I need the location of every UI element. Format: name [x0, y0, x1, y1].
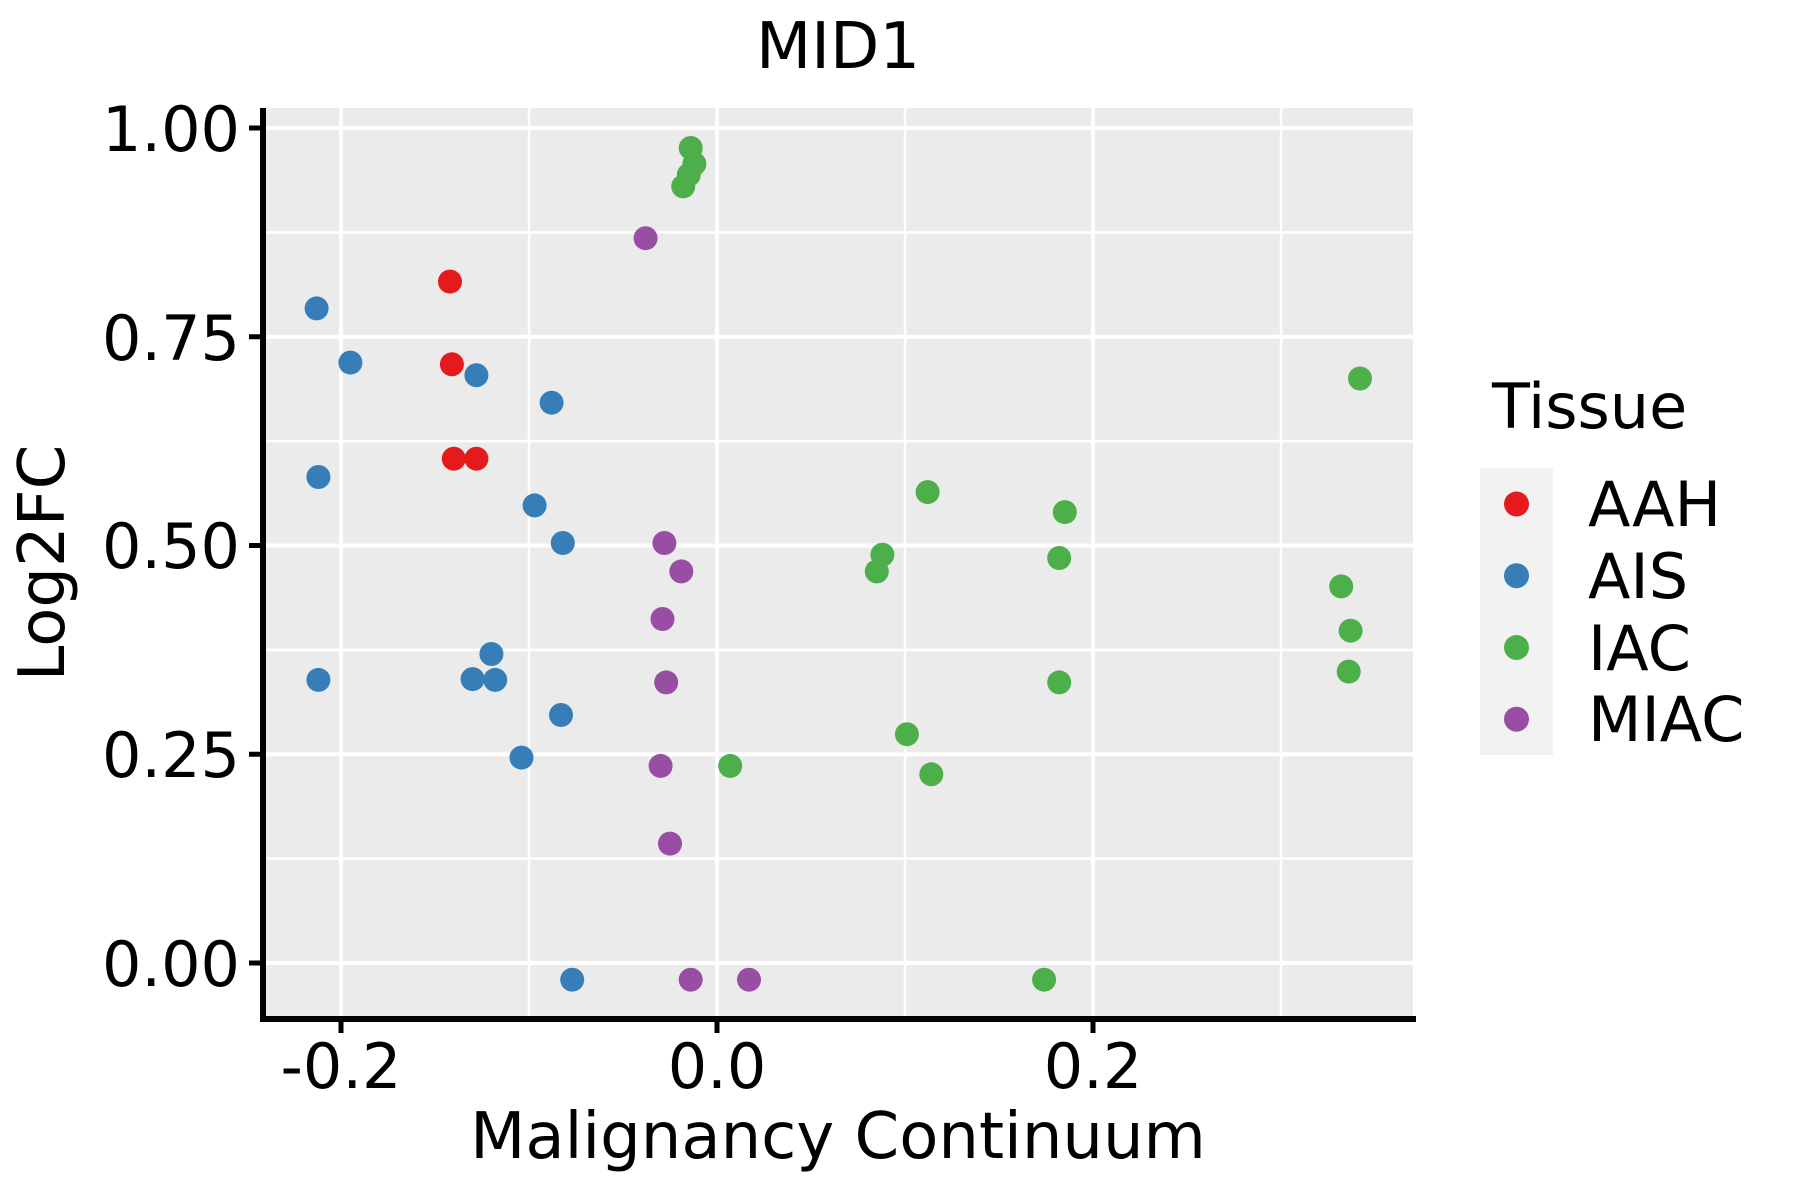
- point-AIS: [306, 667, 331, 692]
- point-AIS: [479, 642, 504, 666]
- point-AIS: [304, 296, 329, 321]
- legend-label-iac: IAC: [1588, 612, 1691, 685]
- y-tick-label-0.00: 0.00: [102, 928, 240, 1001]
- scatter-points: [304, 136, 1372, 992]
- x-tick-label-0.0: 0.0: [668, 1030, 767, 1103]
- legend-title: Tissue: [1491, 370, 1687, 443]
- point-AIS: [460, 667, 485, 692]
- gridlines-major: [263, 108, 1413, 1019]
- point-AIS: [306, 465, 331, 489]
- point-MIAC: [652, 531, 677, 555]
- x-axis-line: [260, 1016, 1416, 1022]
- point-MIAC: [737, 967, 761, 992]
- point-AIS: [509, 745, 534, 770]
- point-AIS: [560, 967, 585, 992]
- point-IAC: [894, 722, 919, 747]
- legend-label-ais: AIS: [1588, 540, 1688, 613]
- point-IAC: [1338, 618, 1363, 643]
- point-MIAC: [633, 226, 658, 251]
- point-IAC: [1047, 670, 1072, 695]
- point-IAC: [671, 174, 696, 199]
- point-MIAC: [648, 753, 673, 778]
- point-AIS: [549, 703, 573, 727]
- gridlines-minor: [263, 108, 1413, 1019]
- point-MIAC: [678, 967, 703, 992]
- point-IAC: [1052, 500, 1077, 525]
- plot-panel: [263, 108, 1413, 1019]
- legend-swatch-miac-icon: [1504, 706, 1529, 732]
- legend: Tissue AAH AIS IAC MIAC: [1480, 370, 1744, 756]
- point-AIS: [483, 667, 508, 692]
- point-IAC: [1329, 574, 1354, 599]
- point-AAH: [438, 269, 462, 294]
- legend-swatch-ais-icon: [1504, 563, 1529, 589]
- x-tick-label-0.2: 0.2: [1044, 1030, 1143, 1103]
- point-AAH: [464, 446, 489, 471]
- point-IAC: [1348, 366, 1372, 391]
- point-AIS: [539, 390, 564, 415]
- point-AAH: [441, 446, 466, 471]
- point-IAC: [1047, 546, 1072, 570]
- point-AIS: [550, 531, 575, 555]
- x-tick-label-neg0.2: -0.2: [281, 1030, 402, 1103]
- point-IAC: [718, 753, 743, 778]
- x-axis-title: Malignancy Continuum: [470, 1100, 1206, 1174]
- point-IAC: [1336, 659, 1361, 684]
- plot-title: MID1: [756, 10, 920, 84]
- y-tick-label-1.00: 1.00: [102, 93, 240, 166]
- point-AIS: [464, 363, 489, 388]
- legend-label-miac: MIAC: [1588, 683, 1744, 756]
- point-MIAC: [650, 607, 675, 631]
- point-AAH: [439, 352, 464, 377]
- point-MIAC: [658, 831, 682, 856]
- point-IAC: [915, 480, 940, 505]
- y-axis-line: [260, 108, 266, 1022]
- point-MIAC: [669, 559, 694, 584]
- point-IAC: [919, 762, 944, 787]
- point-IAC: [864, 559, 889, 584]
- legend-swatch-aah-icon: [1504, 491, 1529, 517]
- point-AIS: [338, 350, 363, 375]
- point-IAC: [1032, 967, 1057, 992]
- legend-label-aah: AAH: [1588, 468, 1721, 541]
- point-MIAC: [654, 670, 679, 695]
- y-tick-label-0.75: 0.75: [102, 302, 240, 375]
- point-AIS: [522, 493, 547, 518]
- y-tick-label-0.50: 0.50: [102, 510, 240, 583]
- legend-swatch-iac-icon: [1504, 635, 1529, 660]
- y-tick-label-0.25: 0.25: [102, 719, 240, 792]
- axis-tick-marks: [249, 125, 1096, 1033]
- y-axis-title: Log2FC: [6, 445, 80, 682]
